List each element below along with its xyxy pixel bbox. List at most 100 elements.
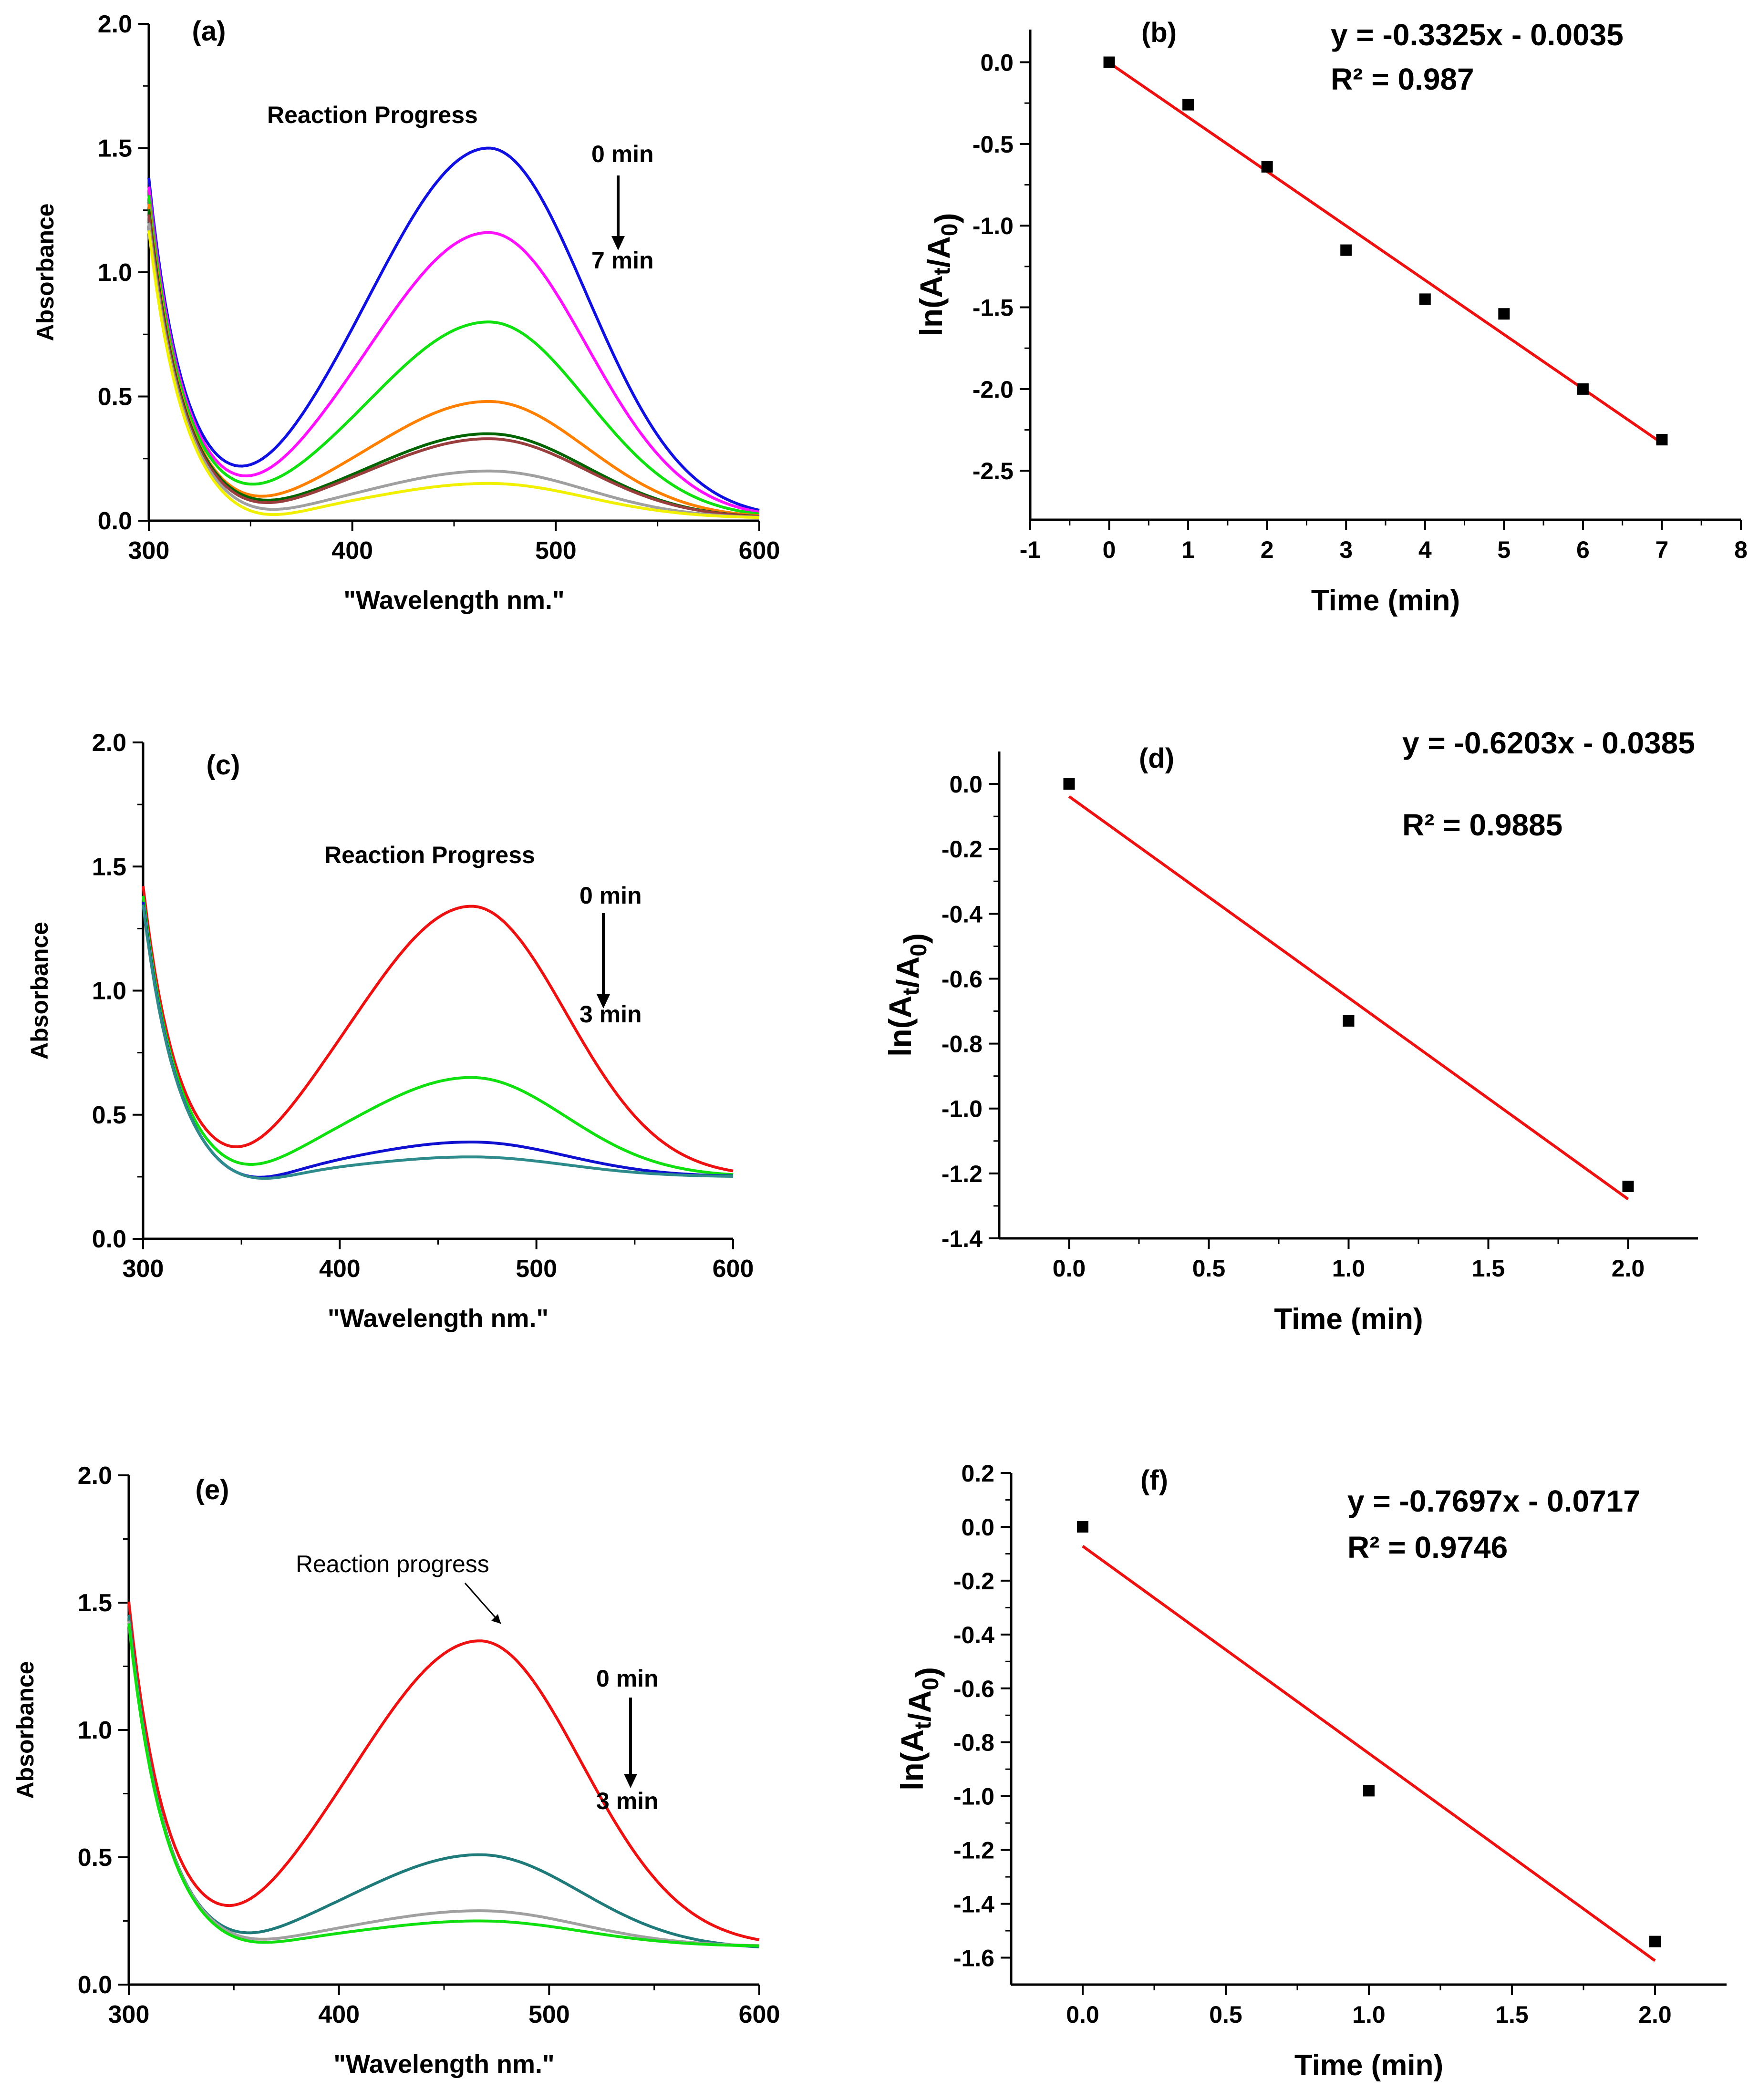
fit-line bbox=[1108, 62, 1663, 444]
y-tick-label: -0.6 bbox=[953, 1676, 994, 1702]
y-tick-label: -0.8 bbox=[942, 1031, 983, 1058]
data-point bbox=[1103, 56, 1115, 68]
x-axis-title: Time (min) bbox=[1311, 584, 1460, 617]
fit-equation: y = -0.6203x - 0.0385 bbox=[1402, 726, 1695, 760]
panel-d: 0.0 0.5 1.0 1.5 2.0 0.0 -0.2 -0.4 -0.6 -0.8 -1.0 -1… bbox=[882, 726, 1698, 1336]
y-tick-label: 1.0 bbox=[92, 978, 126, 1005]
spectrum-2-min bbox=[127, 1620, 760, 1947]
spectrum-0-min bbox=[142, 885, 734, 1173]
x-tick-label: 300 bbox=[128, 537, 170, 565]
r-squared: R² = 0.987 bbox=[1331, 62, 1474, 96]
y-tick-label: 0.0 bbox=[980, 50, 1014, 76]
panel-label: (a) bbox=[192, 16, 226, 47]
panel-label: (b) bbox=[1141, 17, 1177, 48]
x-tick-label: 2 bbox=[1261, 536, 1274, 563]
y-tick-label: -0.4 bbox=[942, 901, 983, 927]
panel-b: -1 0 1 2 3 4 5 6 7 8 0.0 -0.5 -1.0 -1.5 -2.0 -2.5 (b) Tim… bbox=[913, 17, 1748, 617]
y-tick-label: 0.0 bbox=[961, 1514, 994, 1541]
r-squared: R² = 0.9885 bbox=[1402, 808, 1562, 842]
r-squared: R² = 0.9746 bbox=[1347, 1530, 1508, 1565]
y-tick-label: 1.5 bbox=[78, 1589, 112, 1617]
y-tick-label: -1.0 bbox=[953, 1783, 994, 1810]
data-point bbox=[1498, 308, 1510, 320]
x-axis-title: "Wavelength nm." bbox=[333, 2050, 554, 2079]
y-axis-title: Absorbance bbox=[12, 1661, 39, 1799]
x-tick-label: 0.5 bbox=[1209, 2001, 1242, 2028]
y-tick-label: -0.6 bbox=[942, 966, 983, 992]
y-tick-label: 0.2 bbox=[961, 1460, 994, 1487]
y-tick-label: -0.5 bbox=[973, 131, 1014, 158]
y-tick-label: 0.0 bbox=[92, 1225, 126, 1253]
y-axis-title: ln(At/A0) bbox=[913, 213, 964, 337]
data-point bbox=[1649, 1935, 1661, 1947]
panel-label: (e) bbox=[196, 1474, 229, 1505]
spectrum-7-min bbox=[147, 230, 760, 519]
x-tick-label: 0 bbox=[1103, 536, 1116, 563]
spectrum-6-min bbox=[147, 222, 760, 519]
y-tick-label: -1.6 bbox=[953, 1945, 994, 1972]
x-tick-label: 6 bbox=[1576, 536, 1590, 563]
time-arrow-head bbox=[611, 236, 625, 250]
panel-e: 300 400 500 600 0.0 0.5 1.0 1.5 2.0 (e) "Wavelengt… bbox=[12, 1462, 780, 2079]
x-axis-title: "Wavelength nm." bbox=[343, 586, 564, 615]
y-tick-label: -0.8 bbox=[953, 1729, 994, 1756]
spectrum-3-min bbox=[142, 904, 734, 1180]
x-tick-label: 8 bbox=[1734, 536, 1748, 563]
end-time-label: 3 min bbox=[596, 1788, 659, 1814]
progress-pointer-head bbox=[491, 1614, 501, 1624]
data-point bbox=[1077, 1521, 1088, 1533]
y-tick-label: -1.0 bbox=[973, 213, 1014, 239]
y-tick-label: -0.2 bbox=[942, 836, 983, 863]
spectrum-3-min bbox=[127, 1623, 760, 1947]
panel-label: (d) bbox=[1139, 743, 1174, 774]
spectrum-3-min bbox=[147, 204, 760, 517]
data-point bbox=[1063, 778, 1075, 790]
spectrum-0-min bbox=[127, 1601, 760, 1942]
spectrum-0-min bbox=[147, 146, 760, 512]
x-tick-label: 2.0 bbox=[1638, 2001, 1672, 2028]
spectrum-1-min bbox=[142, 896, 734, 1176]
y-axis-title: Absorbance bbox=[32, 204, 59, 341]
x-tick-label: 1.0 bbox=[1352, 2001, 1386, 2028]
x-tick-label: 500 bbox=[516, 1255, 557, 1283]
x-tick-label: 500 bbox=[528, 2001, 570, 2028]
panel-a: 300 400 500 600 0.0 0.5 1.0 1.5 2.0 (a) "Wavelengt… bbox=[32, 10, 780, 615]
y-tick-label: 2.0 bbox=[92, 729, 126, 757]
data-point bbox=[1182, 99, 1194, 111]
y-axis-title: ln(At/A0) bbox=[882, 933, 933, 1057]
y-tick-label: -1.5 bbox=[973, 295, 1014, 321]
y-tick-label: -2.0 bbox=[973, 376, 1014, 403]
data-point bbox=[1261, 161, 1273, 173]
y-tick-label: 0.5 bbox=[92, 1101, 126, 1129]
data-point bbox=[1577, 383, 1589, 395]
x-tick-label: 400 bbox=[319, 1255, 361, 1283]
data-point bbox=[1419, 293, 1431, 305]
x-tick-label: 400 bbox=[331, 537, 373, 565]
panel-label: (f) bbox=[1140, 1465, 1168, 1496]
x-tick-label: 2.0 bbox=[1612, 1255, 1645, 1282]
x-tick-label: 0.0 bbox=[1066, 2001, 1099, 2028]
y-axis-title: ln(At/A0) bbox=[894, 1667, 945, 1791]
y-axis-title: Absorbance bbox=[26, 922, 53, 1060]
x-tick-label: 600 bbox=[713, 1255, 754, 1283]
x-tick-label: 600 bbox=[739, 2001, 780, 2028]
fit-line bbox=[1082, 1545, 1656, 1962]
x-tick-label: 4 bbox=[1418, 536, 1432, 563]
y-tick-label: -1.2 bbox=[953, 1837, 994, 1864]
x-tick-label: 300 bbox=[108, 2001, 150, 2028]
x-tick-label: 1.5 bbox=[1472, 1255, 1505, 1282]
time-arrow-head bbox=[597, 994, 610, 1009]
x-tick-label: 0.5 bbox=[1192, 1255, 1226, 1282]
y-tick-label: 1.0 bbox=[98, 259, 132, 287]
y-tick-label: 2.0 bbox=[98, 10, 132, 38]
x-tick-label: 1.0 bbox=[1332, 1255, 1366, 1282]
start-time-label: 0 min bbox=[579, 882, 642, 909]
x-tick-label: 1.5 bbox=[1495, 2001, 1529, 2028]
y-tick-label: 1.5 bbox=[98, 135, 132, 163]
start-time-label: 0 min bbox=[591, 141, 654, 167]
y-tick-label: 0.0 bbox=[949, 771, 983, 798]
x-tick-label: 300 bbox=[123, 1255, 164, 1283]
y-tick-label: -0.2 bbox=[953, 1568, 994, 1595]
fit-line bbox=[1068, 795, 1629, 1201]
data-point bbox=[1656, 434, 1668, 446]
